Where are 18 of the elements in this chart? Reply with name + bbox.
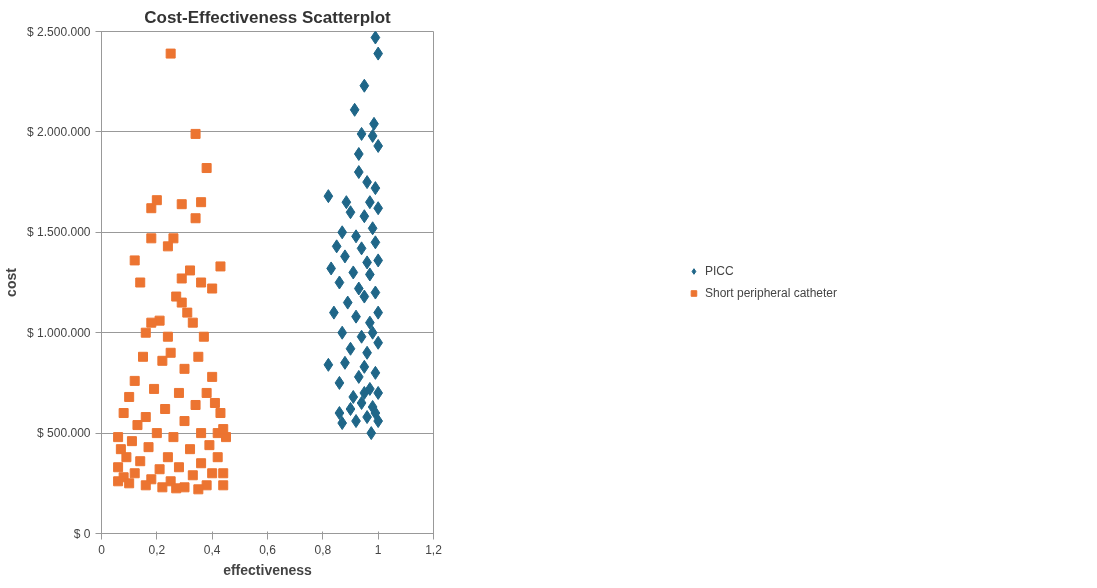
x-tick-label: 1,2 [425,542,443,557]
legend-label: PICC [704,264,734,278]
y-tick-label: $ 500.000 [37,426,91,441]
x-tick-label: 0,6 [259,542,277,557]
legend-label: Short peripheral catheter [704,286,838,300]
y-tick-label: $ 1.000.000 [27,325,91,340]
y-tick-label: $ 2.500.000 [27,24,91,39]
x-tick-label: 0,4 [203,542,221,557]
x-tick-label: 0,2 [148,542,166,557]
x-tick-label: 0 [98,542,106,557]
y-tick-label: $ 0 [73,526,91,541]
x-tick-label: 0,8 [314,542,332,557]
x-axis-title: effectiveness [223,561,313,578]
y-tick-label: $ 2.000.000 [27,124,91,139]
y-axis-title: cost [3,267,20,297]
x-tick-label: 1 [374,542,382,557]
y-tick-label: $ 1.500.000 [27,225,91,240]
chart-title: Cost-Effectiveness Scatterplot [144,7,392,27]
